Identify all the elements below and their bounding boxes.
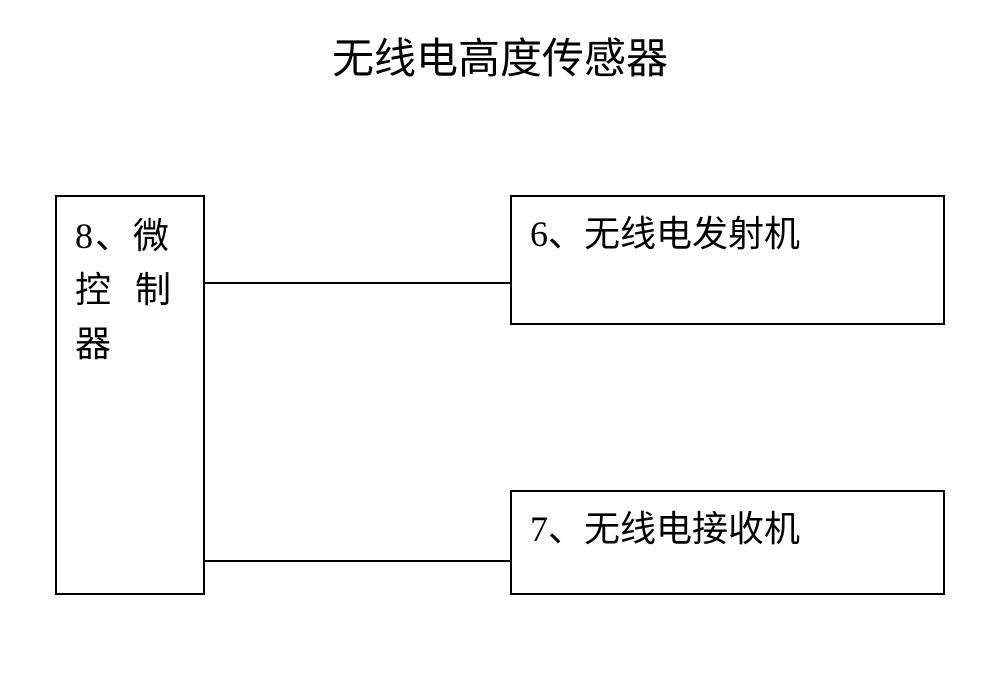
- edge-mc-to-transmitter: [205, 282, 510, 284]
- node-microcontroller: 8、微控 制器: [55, 195, 205, 595]
- node-receiver: 7、无线电接收机: [510, 490, 945, 595]
- node-microcontroller-label: 8、微控 制器: [75, 209, 173, 371]
- edge-mc-to-receiver: [205, 560, 510, 562]
- diagram-title: 无线电高度传感器: [332, 25, 668, 86]
- node-transmitter: 6、无线电发射机: [510, 195, 945, 325]
- node-receiver-label: 7、无线电接收机: [530, 504, 800, 554]
- node-transmitter-label: 6、无线电发射机: [530, 209, 800, 259]
